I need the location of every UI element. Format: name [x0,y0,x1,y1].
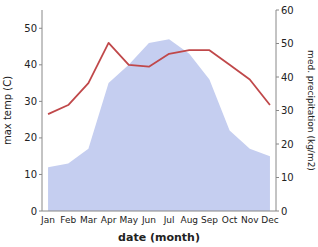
y-tick [39,137,42,138]
y2-tick-label: 20 [281,139,294,150]
x-axis-title: date (month) [118,231,200,244]
temperature-line [48,43,270,114]
y-tick-label: 40 [24,59,37,70]
x-tick-label: Jul [163,215,175,225]
chart: 010203040500102030405060JanFebMarAprMayJ… [0,0,318,247]
y2-axis-title: med. precipitation (kg/m2) [306,50,316,171]
y-tick-label: 10 [24,169,37,180]
y2-tick [276,177,279,178]
y2-tick [276,43,279,44]
y2-tick-label: 10 [281,172,294,183]
y-axis-line [42,10,43,211]
x-tick-label: Apr [101,215,117,225]
x-axis-line [42,211,276,212]
x-tick-label: Mar [80,215,97,225]
x-tick-label: Feb [60,215,76,225]
y-tick [39,64,42,65]
y2-tick [276,77,279,78]
y2-tick [276,144,279,145]
y-tick-label: 30 [24,96,37,107]
y-tick-label: 50 [24,23,37,34]
x-tick-label: May [119,215,138,225]
plot-area [48,39,270,211]
x-tick-label: Jun [141,215,156,225]
y-tick [39,101,42,102]
y2-tick-label: 40 [281,72,294,83]
y-axis-title: max temp (C) [2,76,13,145]
x-tick-label: Nov [241,215,259,225]
precipitation-area [48,39,270,211]
y2-tick [276,110,279,111]
x-tick-label: Sep [201,215,218,225]
y-tick [39,174,42,175]
y2-tick-label: 0 [281,206,287,217]
x-tick-label: Oct [222,215,238,225]
y-tick-label: 20 [24,132,37,143]
y2-tick-label: 30 [281,105,294,116]
y2-tick-label: 50 [281,38,294,49]
y-tick [39,211,42,212]
y2-tick-label: 60 [281,5,294,16]
y-tick [39,28,42,29]
y2-tick [276,211,279,212]
y2-tick [276,10,279,11]
y-tick-label: 0 [31,206,37,217]
x-tick-label: Dec [261,215,278,225]
x-tick-label: Aug [180,215,198,225]
x-tick-label: Jan [40,215,55,225]
